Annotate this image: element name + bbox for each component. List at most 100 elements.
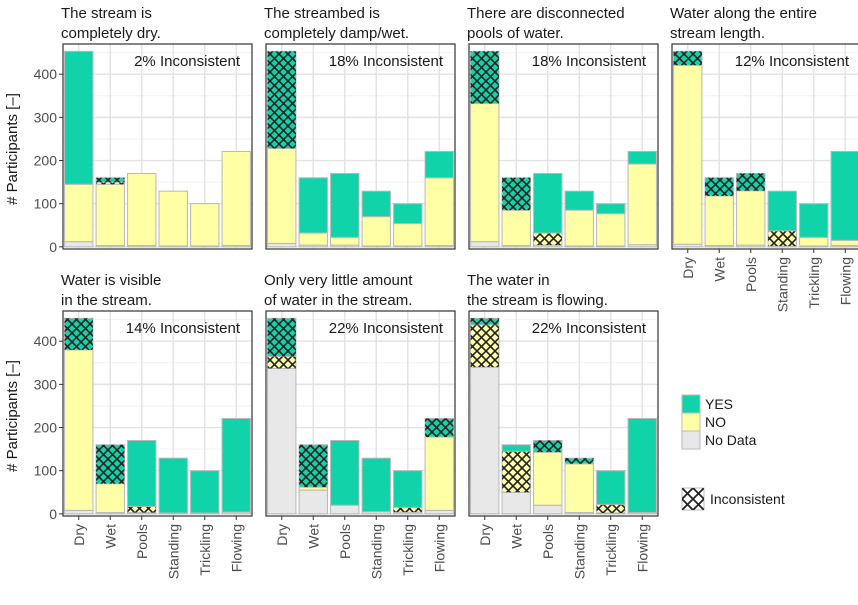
panel-title-line: Only very little amount — [264, 272, 413, 289]
x-tick-label: Flowing — [837, 257, 853, 305]
bar-yes — [361, 190, 391, 218]
y-tick-label: 300 — [34, 109, 58, 125]
panel-title-line: The water in — [467, 272, 550, 289]
bar-inconsistent-overlay — [533, 233, 562, 246]
bar-no — [424, 436, 454, 511]
x-tick-label: Standing — [774, 257, 790, 312]
bar-inconsistent-overlay — [502, 451, 531, 493]
bar-no — [470, 103, 500, 243]
bar-no — [267, 147, 297, 244]
bar-inconsistent-overlay — [267, 318, 296, 357]
y-tick-label: 200 — [34, 420, 58, 436]
bar-no — [221, 150, 251, 247]
panel-border — [671, 43, 858, 250]
bar-yes — [627, 150, 657, 165]
x-tick-label: Dry — [71, 524, 87, 546]
bar-no — [158, 190, 188, 247]
x-tick-label: Flowing — [228, 524, 244, 572]
bar-nodata — [64, 241, 94, 248]
y-tick-label: 0 — [49, 506, 57, 522]
bar-yes — [767, 190, 797, 232]
x-tick-label: Standing — [368, 524, 384, 579]
legend-swatch-yes — [681, 394, 701, 414]
x-tick-label: Dry — [477, 524, 493, 546]
bar-no — [95, 483, 125, 514]
x-tick-label: Dry — [274, 524, 290, 546]
bar-nodata — [424, 509, 454, 515]
panel-title-line: stream length. — [670, 25, 765, 42]
bar-inconsistent-overlay — [96, 444, 125, 484]
bar-no — [298, 232, 328, 246]
x-tick-label: Pools — [337, 524, 353, 559]
bar-inconsistent-overlay — [502, 177, 531, 211]
bar-no — [190, 203, 220, 247]
panel-title-line: Water is visible — [61, 272, 161, 289]
y-axis-label-bottom: # Participants [–] — [4, 360, 21, 472]
bar-inconsistent-overlay — [705, 177, 734, 196]
bar-yes — [127, 439, 157, 508]
bar-inconsistent-overlay — [96, 177, 125, 183]
x-tick-label: Wet — [711, 257, 727, 282]
y-tick-label: 100 — [34, 196, 58, 212]
bar-inconsistent-overlay — [64, 318, 93, 350]
x-tick-label: Trickling — [197, 524, 213, 576]
bar-no — [533, 451, 563, 506]
bar-yes — [799, 203, 829, 238]
y-tick-label: 0 — [49, 239, 57, 255]
bar-inconsistent-overlay — [533, 440, 562, 453]
x-tick-label: Dry — [680, 257, 696, 279]
bar-nodata — [267, 242, 297, 248]
y-axis-label-top: # Participants [–] — [4, 93, 21, 205]
inconsistent-annotation: 2% Inconsistent — [134, 53, 241, 70]
legend-swatch-inconsistent-pattern — [682, 488, 704, 510]
panel-2: The streambed is completely damp/wet. 18% … — [264, 5, 456, 250]
bar-yes — [64, 50, 94, 185]
bar-inconsistent-overlay — [267, 51, 296, 149]
bar-no — [127, 172, 157, 247]
plot-background — [266, 44, 455, 249]
legend-label-nodata: No Data — [705, 432, 757, 448]
x-tick-label: Flowing — [431, 524, 447, 572]
panels: The stream is completely dry. 0 100 200 300 40… — [34, 5, 858, 579]
inconsistent-annotation: 14% Inconsistent — [126, 320, 241, 337]
bar-nodata — [470, 366, 500, 515]
bar-yes — [330, 172, 360, 238]
x-tick-label: Wet — [305, 524, 321, 549]
bar-no — [596, 213, 626, 247]
bar-inconsistent-overlay — [299, 444, 328, 488]
bar-nodata — [533, 504, 563, 515]
x-tick-label: Wet — [102, 524, 118, 549]
bar-nodata — [267, 367, 297, 515]
bar-yes — [830, 150, 858, 241]
bar-inconsistent-overlay — [673, 51, 702, 66]
bar-no — [424, 177, 454, 247]
x-tick-label: Pools — [134, 524, 150, 559]
panel-1: The stream is completely dry. 0 100 200 300 40… — [34, 5, 253, 255]
bar-yes — [361, 457, 391, 513]
bar-nodata — [64, 509, 94, 515]
panel-title-line: Water along the entire — [670, 5, 817, 22]
bar-inconsistent-overlay — [470, 324, 499, 368]
bar-yes — [393, 203, 423, 225]
bar-no — [564, 463, 594, 514]
bar-yes — [596, 470, 626, 505]
bar-no — [564, 209, 594, 247]
plot-background — [469, 311, 658, 516]
panel-3: There are disconnected pools of water. 18%… — [467, 5, 659, 250]
x-tick-label: Pools — [743, 257, 759, 292]
bar-no — [627, 163, 657, 246]
bar-yes — [393, 470, 423, 508]
bar-yes — [221, 417, 251, 513]
bar-yes — [564, 190, 594, 211]
panel-border — [265, 310, 456, 517]
inconsistent-annotation: 18% Inconsistent — [532, 53, 647, 70]
panel-title-line: completely dry. — [61, 25, 161, 42]
bar-no — [799, 236, 829, 247]
legend-label-no: NO — [705, 414, 726, 430]
bar-nodata — [298, 489, 328, 515]
legend: YES NO No Data Inconsistent — [681, 394, 785, 511]
bar-no — [704, 195, 734, 247]
panel-title-line: of water in the stream. — [264, 292, 412, 309]
legend-swatch-nodata — [681, 430, 701, 450]
